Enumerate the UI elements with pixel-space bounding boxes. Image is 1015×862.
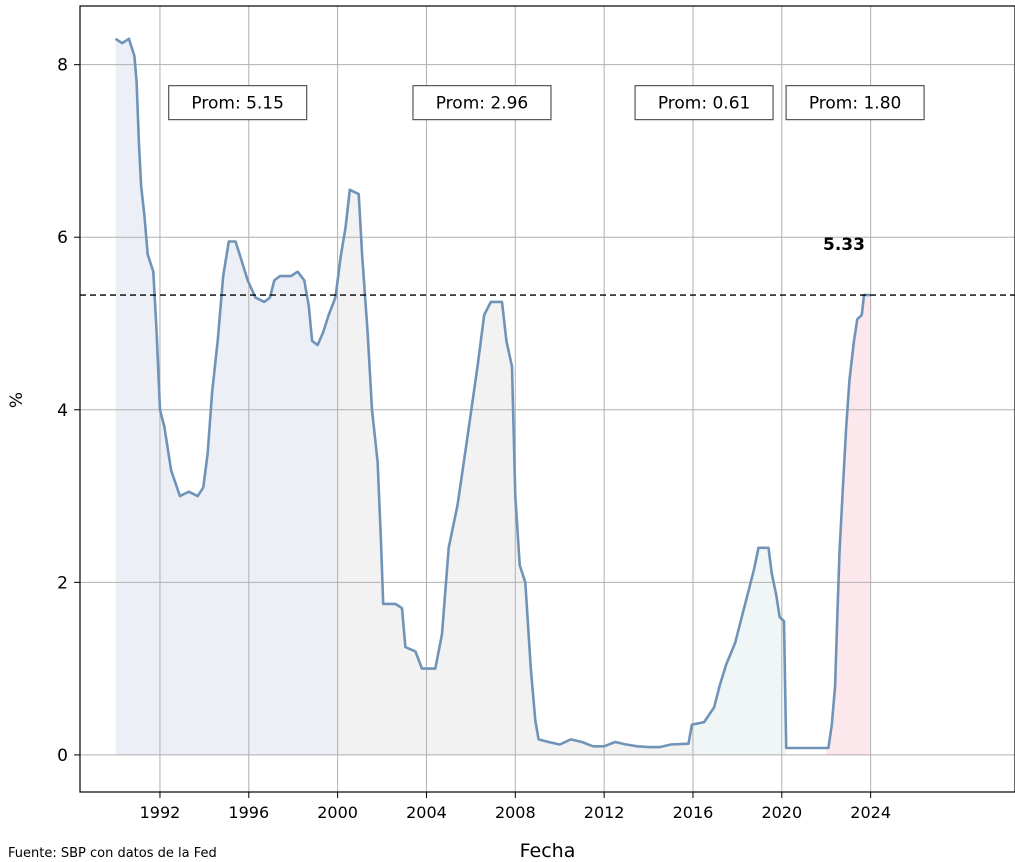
average-box-text: Prom: 2.96 <box>436 94 529 114</box>
x-tick-label: 2024 <box>850 803 891 822</box>
grid-lines <box>80 6 1015 792</box>
x-tick-label: 2004 <box>406 803 447 822</box>
x-tick-label: 2016 <box>673 803 714 822</box>
average-box-frame <box>634 85 774 121</box>
x-tick-label: 2008 <box>495 803 536 822</box>
y-tick-label: 0 <box>57 746 68 766</box>
y-tick-label: 8 <box>57 56 68 76</box>
average-box-text: Prom: 0.61 <box>658 94 751 114</box>
series-line-fed-funds <box>114 37 871 750</box>
reference-line-label: 5.33 <box>823 235 865 255</box>
source-note: Fuente: SBP con datos de la Fed <box>8 846 217 861</box>
x-tick-label: 1992 <box>140 803 181 822</box>
x-tick-label: 1996 <box>228 803 269 822</box>
average-box-3: Prom: 0.61 <box>634 85 774 121</box>
average-box-2: Prom: 2.96 <box>412 85 552 121</box>
x-axis-ticks: 1992 1996 2000 2004 2008 2012 2016 2020 2024 <box>140 792 891 822</box>
shaded-period-4 <box>826 295 871 755</box>
x-tick-label: 2000 <box>317 803 358 822</box>
average-box-frame <box>412 85 552 121</box>
x-tick-label: 2012 <box>584 803 625 822</box>
shaded-period-1 <box>115 38 338 755</box>
average-box-frame <box>168 85 308 121</box>
average-annotations: Prom: 5.15 Prom: 2.96 Prom: 0.61 Prom: 1.80 <box>168 85 925 121</box>
y-tick-label: 2 <box>57 573 68 593</box>
x-tick-label: 2020 <box>761 803 802 822</box>
period-shading <box>115 38 871 755</box>
average-box-1: Prom: 5.15 <box>168 85 308 121</box>
y-tick-label: 4 <box>57 401 68 421</box>
average-box-frame <box>785 85 925 121</box>
average-box-text: Prom: 5.15 <box>191 94 284 114</box>
y-axis-ticks: 0 2 4 6 8 <box>57 56 80 766</box>
average-box-text: Prom: 1.80 <box>809 94 902 114</box>
average-box-4: Prom: 1.80 <box>785 85 925 121</box>
plot-frame <box>79 5 1015 793</box>
x-axis-label: Fecha <box>520 840 576 862</box>
y-axis-label: % <box>7 392 27 408</box>
y-tick-label: 6 <box>57 228 68 248</box>
